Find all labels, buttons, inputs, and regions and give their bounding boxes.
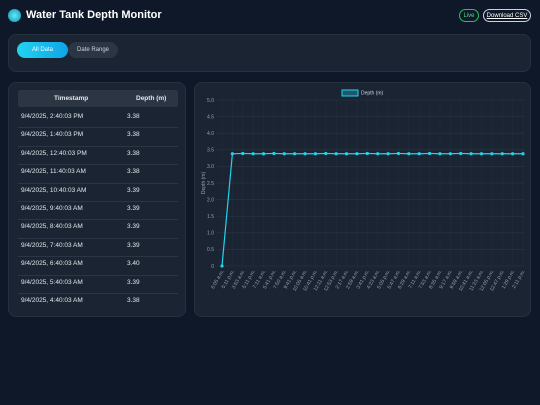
point: [469, 152, 473, 156]
y-tick-label: 2.0: [207, 197, 214, 203]
row-divider: [18, 201, 178, 202]
point: [521, 152, 525, 156]
line: [221, 152, 523, 267]
point: [324, 151, 328, 156]
depth-cell: 3.38: [127, 297, 140, 304]
depth-cell: 3.38: [127, 113, 140, 120]
point: [376, 152, 380, 156]
timestamp-cell: 9/4/2025, 1:40:03 PM: [21, 131, 84, 139]
legend-swatch: [341, 89, 359, 97]
depth-cell: 3.38: [127, 131, 140, 139]
column-header: Timestamp: [54, 95, 89, 102]
logo: [8, 9, 21, 22]
live-badge: Live: [459, 9, 479, 22]
column-header: Depth (m): [136, 95, 167, 102]
table-header: [18, 90, 178, 107]
timestamp-cell: 9/4/2025, 9:40:03 AM: [21, 205, 83, 212]
point: [293, 152, 297, 156]
point: [396, 151, 401, 156]
row-divider: [18, 219, 178, 221]
point: [500, 152, 504, 156]
y-tick-label: 3.5: [207, 148, 214, 154]
point: [386, 152, 390, 156]
y-tick-label: 4.0: [207, 131, 214, 137]
timestamp-cell: 9/4/2025, 5:40:03 AM: [21, 278, 83, 286]
row-divider: [18, 182, 178, 184]
timestamp-cell: 9/4/2025, 7:40:03 AM: [21, 241, 83, 249]
tab[interactable]: All Data: [17, 42, 68, 58]
timestamp-cell: 9/4/2025, 8:40:03 AM: [21, 223, 83, 231]
point: [261, 152, 266, 156]
y-tick-label: 2.5: [207, 181, 214, 187]
y-tick-label: 4.5: [207, 114, 214, 120]
timestamp-cell: 9/4/2025, 6:40:03 AM: [21, 260, 83, 268]
point: [427, 151, 432, 156]
depth-cell: 3.39: [127, 278, 140, 286]
depth-cell: 3.39: [127, 205, 140, 212]
point: [459, 151, 463, 156]
point: [313, 152, 318, 156]
point: [355, 152, 359, 156]
depth-cell: 3.39: [127, 186, 140, 194]
point: [448, 152, 452, 156]
y-tick-label: 3.0: [207, 164, 214, 170]
point: [511, 152, 515, 156]
point: [251, 152, 255, 156]
depth-cell: 3.39: [127, 241, 140, 249]
y-tick-label: 0: [211, 264, 214, 270]
point: [490, 152, 494, 156]
row-divider: [18, 127, 178, 129]
timestamp-cell: 9/4/2025, 2:40:03 PM: [21, 113, 84, 120]
legend-label: Depth (m): [361, 91, 384, 97]
row-divider: [18, 293, 178, 294]
timestamp-cell: 9/4/2025, 11:40:03 AM: [21, 168, 86, 176]
title: Water Tank Depth Monitor: [26, 9, 162, 21]
row-divider: [18, 145, 178, 147]
y-tick-label: 1.5: [207, 214, 214, 220]
point: [438, 152, 442, 156]
y-axis-title: Depth (m): [201, 172, 207, 195]
point: [417, 152, 421, 156]
point: [303, 152, 307, 156]
point: [282, 152, 286, 156]
row-divider: [18, 256, 178, 258]
point: [272, 151, 276, 156]
depth-cell: 3.39: [127, 223, 140, 231]
row-divider: [18, 274, 178, 276]
point: [479, 152, 484, 156]
point: [344, 152, 349, 156]
y-tick-label: 1.0: [207, 231, 214, 237]
depth-cell: 3.38: [127, 149, 140, 157]
row-divider: [18, 237, 178, 239]
point: [230, 152, 234, 156]
timestamp-cell: 9/4/2025, 4:40:03 AM: [21, 297, 83, 304]
point: [241, 151, 245, 156]
depth-cell: 3.40: [127, 260, 140, 268]
timestamp-cell: 9/4/2025, 10:40:03 AM: [21, 186, 87, 194]
y-tick-label: 5.0: [207, 98, 214, 104]
point: [220, 264, 224, 268]
table-panel: Timestamp Depth (m) 9/4/2025, 2:40:03 PM…: [8, 82, 186, 317]
point: [365, 151, 369, 156]
y-tick-label: 0.5: [207, 247, 214, 253]
row-divider: [18, 164, 178, 166]
depth-cell: 3.38: [127, 168, 140, 176]
point: [334, 152, 338, 156]
point: [407, 152, 411, 156]
timestamp-cell: 9/4/2025, 12:40:03 PM: [21, 149, 87, 157]
tab[interactable]: Date Range: [68, 42, 118, 58]
download-button[interactable]: Download CSV: [483, 9, 531, 22]
